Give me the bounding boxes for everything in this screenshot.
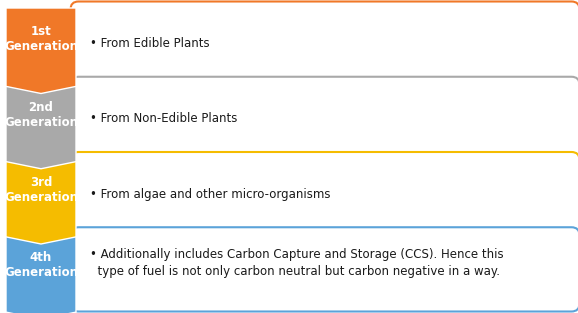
Polygon shape — [6, 158, 76, 244]
Text: 4th
Generation: 4th Generation — [4, 251, 78, 279]
Text: • From Edible Plants: • From Edible Plants — [90, 37, 210, 50]
Text: 2nd
Generation: 2nd Generation — [4, 100, 78, 129]
FancyBboxPatch shape — [71, 2, 578, 86]
Text: 3rd
Generation: 3rd Generation — [4, 176, 78, 204]
FancyBboxPatch shape — [71, 77, 578, 161]
Polygon shape — [6, 83, 76, 169]
Text: • From algae and other micro-organisms: • From algae and other micro-organisms — [90, 187, 331, 201]
Text: 1st
Generation: 1st Generation — [4, 25, 78, 53]
Polygon shape — [6, 8, 76, 94]
Text: • From Non-Edible Plants: • From Non-Edible Plants — [90, 112, 238, 126]
FancyBboxPatch shape — [71, 227, 578, 311]
FancyBboxPatch shape — [71, 152, 578, 236]
Polygon shape — [6, 234, 76, 313]
Text: • Additionally includes Carbon Capture and Storage (CCS). Hence this
  type of f: • Additionally includes Carbon Capture a… — [90, 249, 503, 278]
